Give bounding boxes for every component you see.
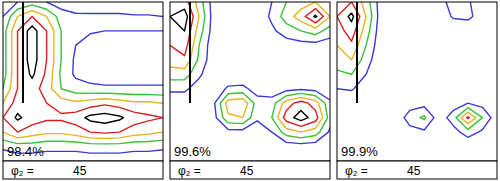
contour-line [170, 2, 330, 132]
reference-line [189, 2, 191, 103]
contour-line [170, 2, 323, 126]
plot-frame [337, 2, 497, 161]
contour-line [337, 2, 469, 119]
panel: 99.6% φ₂ = 45 [163, 0, 338, 179]
annotation: 99.6% [174, 144, 211, 159]
contour-line [170, 9, 317, 120]
contour-line [3, 16, 163, 133]
plot-frame [170, 2, 330, 161]
contour-line [3, 5, 163, 144]
contour-group [337, 2, 491, 137]
reference-line [356, 2, 358, 103]
phi-label: φ₂ = [345, 164, 368, 178]
reference-line [22, 2, 24, 103]
contour-line [348, 13, 353, 22]
phi-label: φ₂ = [11, 164, 34, 178]
contour-line [337, 2, 476, 124]
phi-value: 45 [73, 164, 87, 178]
panel: 98.4% φ₂ = 45 [0, 0, 170, 179]
plot-frame [3, 2, 163, 161]
contour-group [170, 2, 330, 144]
phi-value: 45 [240, 164, 254, 178]
contour-line [3, 11, 163, 139]
label-box [170, 161, 330, 179]
contour-line [170, 2, 330, 138]
contour-line [337, 2, 491, 137]
contour-group [3, 2, 163, 153]
annotation: 99.9% [341, 144, 378, 159]
contour-line [337, 2, 482, 129]
annotation: 98.4% [7, 144, 44, 159]
contour-line [3, 2, 163, 153]
phi-value: 45 [407, 164, 421, 178]
panel: 99.9% φ₂ = 45 [330, 0, 497, 179]
contour-line [15, 26, 123, 123]
plot-background [337, 2, 497, 161]
contour-line [170, 2, 330, 144]
label-box [3, 161, 163, 179]
phi-label: φ₂ = [178, 164, 201, 178]
label-box [337, 161, 497, 179]
figure: 98.4% φ₂ = 45 99.6% φ₂ = 45 99.9% φ₂ = 45 [0, 0, 500, 181]
